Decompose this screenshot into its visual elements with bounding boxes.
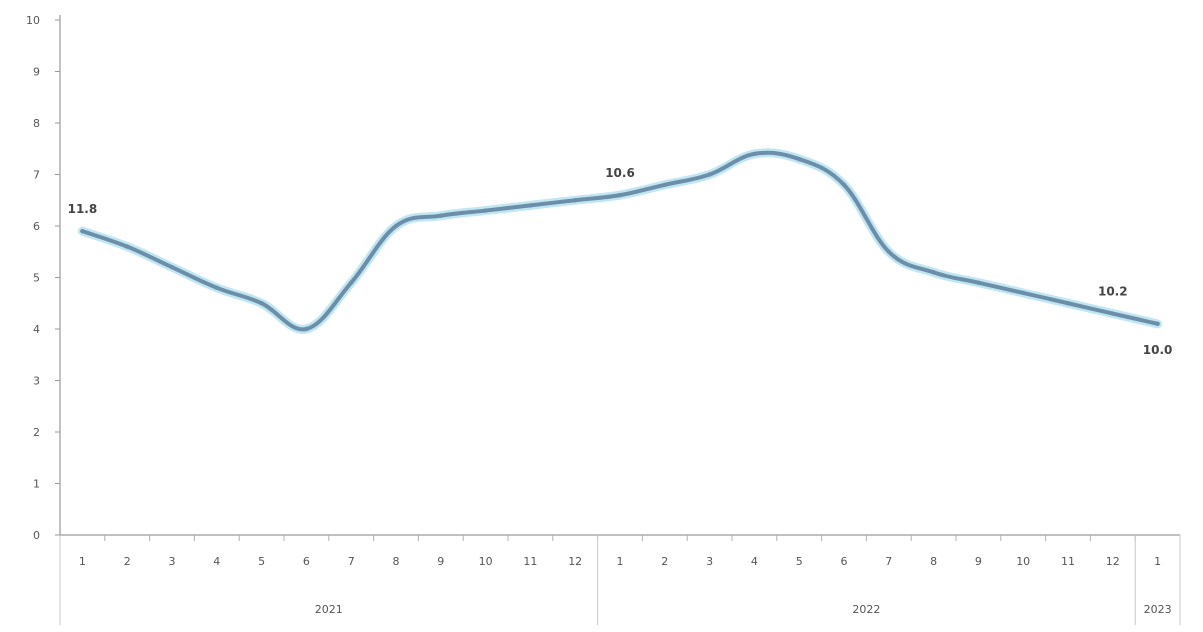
y-tick-label: 5 <box>33 272 40 285</box>
data-point <box>841 182 847 187</box>
x-tick-label: 8 <box>930 555 937 568</box>
x-tick-label: 12 <box>568 555 582 568</box>
group-label: 2021 <box>315 603 343 616</box>
x-tick-label: 11 <box>523 555 537 568</box>
x-tick-label: 2 <box>661 555 668 568</box>
data-point <box>752 151 757 157</box>
data-point <box>80 228 85 234</box>
y-tick-label: 8 <box>33 117 40 130</box>
x-tick-label: 1 <box>1154 555 1161 568</box>
x-tick-label: 3 <box>706 555 713 568</box>
y-tick-label: 1 <box>33 478 40 491</box>
data-point <box>1110 311 1116 316</box>
data-point <box>1021 290 1026 296</box>
x-tick-label: 9 <box>437 555 444 568</box>
x-tick-label: 7 <box>885 555 892 568</box>
y-tick-label: 10 <box>26 14 40 27</box>
y-tick-label: 6 <box>33 220 40 233</box>
data-label: 10.2 <box>1098 285 1128 299</box>
x-tick-label: 12 <box>1106 555 1120 568</box>
data-point <box>886 249 891 254</box>
x-tick-label: 6 <box>841 555 848 568</box>
x-tick-label: 10 <box>479 555 493 568</box>
x-tick-label: 7 <box>348 555 355 568</box>
x-tick-label: 6 <box>303 555 310 568</box>
data-point <box>125 244 130 249</box>
data-label: 11.8 <box>68 202 98 216</box>
x-tick-label: 9 <box>975 555 982 568</box>
x-tick-label: 8 <box>393 555 400 568</box>
x-tick-label: 10 <box>1016 555 1030 568</box>
y-tick-label: 2 <box>33 426 40 439</box>
x-tick-label: 3 <box>169 555 176 568</box>
data-point <box>259 301 264 306</box>
x-tick-label: 4 <box>751 555 758 568</box>
y-tick-label: 3 <box>33 375 40 388</box>
y-tick-label: 9 <box>33 66 40 79</box>
data-point <box>304 326 309 332</box>
group-label: 2022 <box>852 603 880 616</box>
y-tick-label: 0 <box>33 529 40 542</box>
x-tick-label: 1 <box>79 555 86 568</box>
data-point <box>573 198 578 203</box>
data-point <box>393 223 399 229</box>
data-point <box>169 265 175 270</box>
data-point <box>438 213 443 218</box>
data-point <box>1065 301 1071 306</box>
data-point <box>617 192 623 198</box>
data-point <box>483 208 488 213</box>
x-tick-label: 4 <box>213 555 220 568</box>
data-point <box>349 280 354 285</box>
x-tick-label: 11 <box>1061 555 1075 568</box>
x-tick-label: 5 <box>258 555 265 568</box>
x-tick-label: 1 <box>617 555 624 568</box>
data-point <box>662 182 667 187</box>
group-label: 2023 <box>1144 603 1172 616</box>
data-point <box>797 156 802 162</box>
x-tick-label: 5 <box>796 555 803 568</box>
data-label: 10.6 <box>605 166 635 180</box>
data-point <box>976 280 981 285</box>
data-label: 10.0 <box>1143 343 1173 357</box>
data-point <box>931 270 936 275</box>
x-tick-label: 2 <box>124 555 131 568</box>
data-point <box>707 172 712 177</box>
data-point <box>528 203 533 208</box>
data-point <box>1155 321 1160 327</box>
y-tick-label: 7 <box>33 169 40 182</box>
data-point <box>214 285 219 290</box>
y-tick-label: 4 <box>33 323 40 336</box>
